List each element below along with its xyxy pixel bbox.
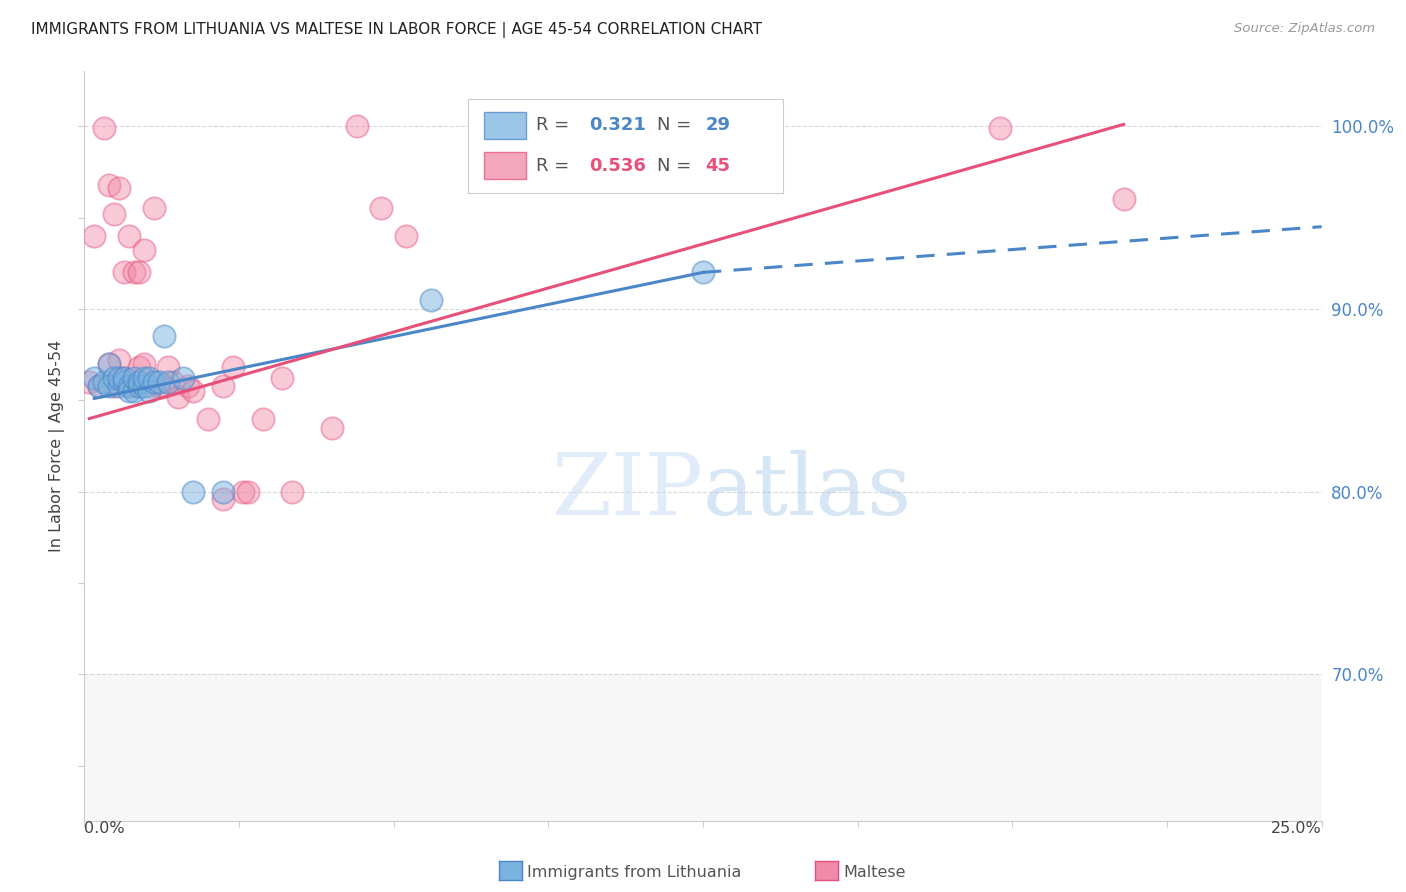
Point bbox=[98, 357, 121, 371]
Text: R =: R = bbox=[536, 157, 575, 175]
Point bbox=[108, 181, 131, 195]
Point bbox=[128, 378, 150, 392]
Point bbox=[152, 329, 174, 343]
Point bbox=[321, 421, 343, 435]
Point bbox=[108, 353, 131, 368]
Point bbox=[103, 371, 125, 385]
Point bbox=[132, 244, 155, 258]
Point bbox=[112, 265, 135, 279]
Point bbox=[138, 384, 160, 399]
Point bbox=[212, 491, 235, 506]
Point bbox=[346, 119, 368, 133]
Point bbox=[112, 375, 135, 389]
Point bbox=[236, 484, 259, 499]
Point bbox=[118, 378, 141, 392]
Text: 0.321: 0.321 bbox=[589, 116, 645, 135]
Point bbox=[252, 411, 274, 425]
Point bbox=[157, 360, 180, 375]
Point bbox=[138, 371, 160, 385]
Point bbox=[112, 371, 135, 385]
Point bbox=[271, 371, 294, 385]
Point bbox=[108, 371, 131, 385]
Point bbox=[692, 265, 714, 279]
Text: IMMIGRANTS FROM LITHUANIA VS MALTESE IN LABOR FORCE | AGE 45-54 CORRELATION CHAR: IMMIGRANTS FROM LITHUANIA VS MALTESE IN … bbox=[31, 22, 762, 38]
Point bbox=[98, 178, 121, 192]
Point bbox=[177, 378, 200, 392]
Point bbox=[988, 121, 1011, 136]
Point bbox=[93, 375, 115, 389]
Point bbox=[118, 228, 141, 243]
Text: ZIP: ZIP bbox=[551, 450, 703, 533]
Point bbox=[118, 384, 141, 399]
Point bbox=[370, 202, 392, 216]
Point bbox=[222, 360, 245, 375]
Text: atlas: atlas bbox=[703, 450, 912, 533]
Point bbox=[128, 360, 150, 375]
Point bbox=[212, 484, 235, 499]
Point bbox=[419, 293, 441, 307]
Text: 29: 29 bbox=[706, 116, 731, 135]
Text: 25.0%: 25.0% bbox=[1271, 821, 1322, 836]
Text: R =: R = bbox=[536, 116, 575, 135]
Point bbox=[172, 371, 194, 385]
Point bbox=[162, 375, 184, 389]
Point bbox=[167, 390, 190, 404]
Text: N =: N = bbox=[657, 116, 697, 135]
Point bbox=[132, 378, 155, 392]
Point bbox=[181, 484, 204, 499]
Point bbox=[118, 378, 141, 392]
Text: 45: 45 bbox=[706, 157, 731, 175]
Point bbox=[132, 357, 155, 371]
Text: Source: ZipAtlas.com: Source: ZipAtlas.com bbox=[1234, 22, 1375, 36]
Point bbox=[617, 119, 640, 133]
Point bbox=[1112, 192, 1135, 206]
Point bbox=[122, 378, 145, 392]
Point bbox=[181, 384, 204, 399]
Point bbox=[281, 484, 304, 499]
Point bbox=[122, 371, 145, 385]
Point bbox=[122, 384, 145, 399]
Point bbox=[395, 228, 418, 243]
Point bbox=[83, 228, 105, 243]
Point bbox=[79, 375, 101, 389]
Point bbox=[98, 357, 121, 371]
Text: Immigrants from Lithuania: Immigrants from Lithuania bbox=[527, 865, 741, 880]
Point bbox=[112, 371, 135, 385]
Point bbox=[197, 411, 219, 425]
Point bbox=[89, 378, 111, 392]
Point bbox=[232, 484, 254, 499]
Point bbox=[108, 378, 131, 392]
Bar bbox=[84, 674, 1322, 821]
Point bbox=[98, 378, 121, 392]
Text: 0.536: 0.536 bbox=[589, 157, 645, 175]
FancyBboxPatch shape bbox=[468, 99, 783, 193]
FancyBboxPatch shape bbox=[484, 153, 526, 179]
Point bbox=[89, 378, 111, 392]
Point bbox=[132, 371, 155, 385]
Point bbox=[212, 378, 235, 392]
Point bbox=[138, 378, 160, 392]
Text: N =: N = bbox=[657, 157, 697, 175]
Point bbox=[103, 207, 125, 221]
Point bbox=[128, 265, 150, 279]
Point bbox=[142, 375, 165, 389]
Point bbox=[152, 378, 174, 392]
Point bbox=[148, 378, 170, 392]
Point bbox=[103, 378, 125, 392]
Point bbox=[83, 371, 105, 385]
Point bbox=[122, 265, 145, 279]
Point bbox=[148, 375, 170, 389]
Point bbox=[157, 375, 180, 389]
Point bbox=[93, 121, 115, 136]
Text: Maltese: Maltese bbox=[844, 865, 905, 880]
Point bbox=[142, 202, 165, 216]
Y-axis label: In Labor Force | Age 45-54: In Labor Force | Age 45-54 bbox=[49, 340, 65, 552]
Point bbox=[128, 375, 150, 389]
Text: 0.0%: 0.0% bbox=[84, 821, 125, 836]
FancyBboxPatch shape bbox=[484, 112, 526, 139]
